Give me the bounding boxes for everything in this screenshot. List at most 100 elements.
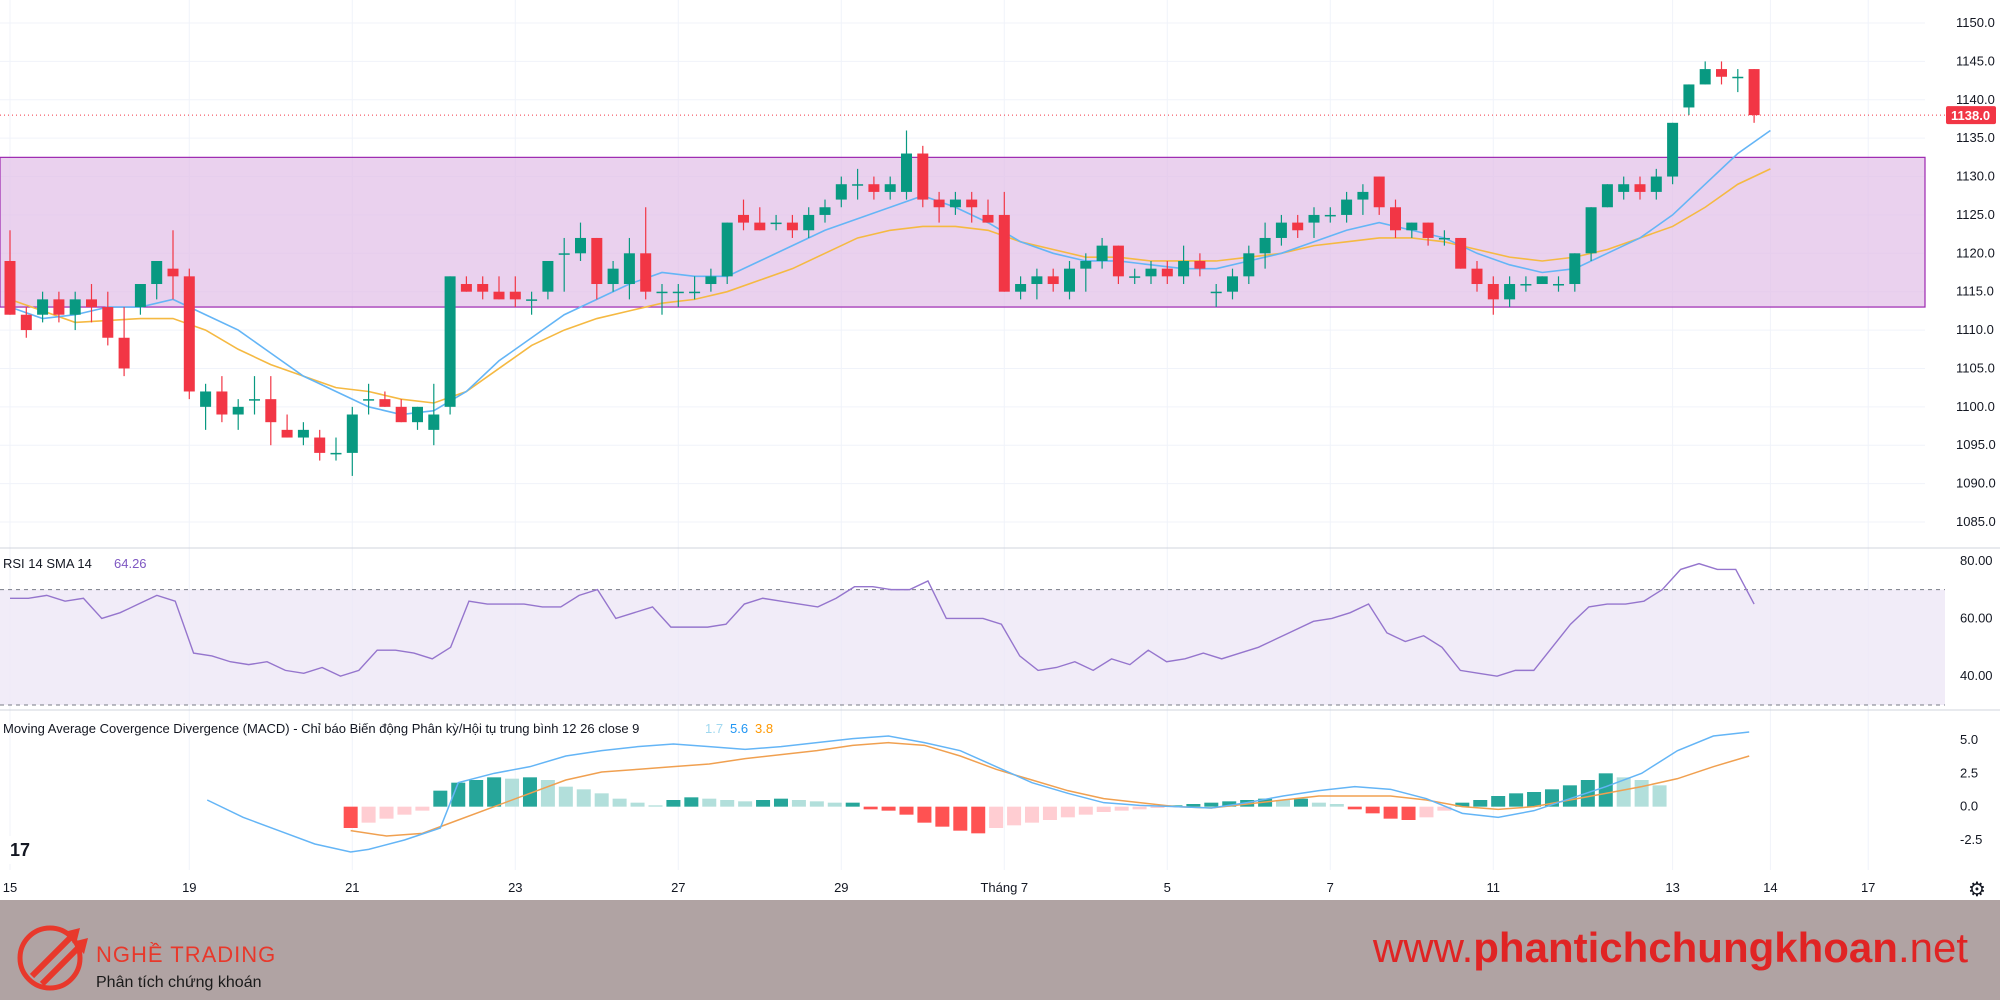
candle[interactable] — [1618, 176, 1630, 200]
candlesticks[interactable] — [4, 61, 1760, 476]
candle[interactable] — [297, 422, 309, 446]
candle[interactable] — [1194, 253, 1206, 277]
candle[interactable] — [1716, 61, 1727, 85]
candle[interactable] — [330, 437, 342, 461]
candle[interactable] — [1422, 222, 1434, 246]
candle[interactable] — [1487, 276, 1499, 315]
candle[interactable] — [868, 176, 880, 200]
candle[interactable] — [1145, 260, 1157, 285]
candle[interactable] — [949, 191, 961, 215]
candle[interactable] — [216, 376, 228, 423]
candle[interactable] — [884, 176, 896, 200]
candle[interactable] — [689, 276, 701, 300]
candle[interactable] — [20, 307, 32, 338]
candle[interactable] — [901, 130, 912, 200]
candle[interactable] — [1096, 237, 1108, 269]
candle[interactable] — [819, 199, 831, 223]
candle[interactable] — [167, 230, 179, 300]
candle[interactable] — [852, 168, 864, 200]
candle[interactable] — [1112, 245, 1124, 285]
candle[interactable] — [803, 207, 815, 238]
candle[interactable] — [1357, 184, 1369, 215]
candle[interactable] — [1634, 176, 1646, 200]
candle[interactable] — [933, 191, 945, 223]
candle[interactable] — [1536, 276, 1548, 285]
candle[interactable] — [558, 237, 570, 292]
candle[interactable] — [428, 383, 440, 446]
candle[interactable] — [1601, 184, 1613, 208]
candle[interactable] — [1292, 214, 1304, 238]
candle[interactable] — [379, 391, 391, 407]
candle[interactable] — [69, 291, 81, 331]
candle[interactable] — [1520, 276, 1532, 292]
candle[interactable] — [1585, 207, 1597, 261]
candle[interactable] — [1324, 207, 1336, 223]
tradingview-logo[interactable]: 17 — [6, 836, 34, 864]
candle[interactable] — [1210, 284, 1222, 308]
candle[interactable] — [232, 399, 244, 430]
candle[interactable] — [134, 284, 146, 315]
candle[interactable] — [1438, 230, 1450, 246]
candle[interactable] — [1683, 84, 1695, 116]
candle[interactable] — [1178, 245, 1190, 285]
candle[interactable] — [982, 199, 994, 223]
candle[interactable] — [1047, 268, 1059, 292]
candle[interactable] — [265, 376, 277, 446]
candle[interactable] — [412, 406, 423, 430]
candle[interactable] — [1064, 260, 1075, 300]
candle[interactable] — [118, 307, 130, 377]
website-link[interactable]: www.phantichchungkhoan.net — [1373, 924, 1968, 972]
candle[interactable] — [998, 191, 1010, 292]
candle[interactable] — [1504, 276, 1516, 308]
candle[interactable] — [640, 207, 652, 300]
candle[interactable] — [477, 276, 489, 300]
candle[interactable] — [917, 145, 929, 208]
macd-pane[interactable]: -2.5 0.0 2.5 5.0 Moving Average Covergence D… — [3, 721, 1982, 853]
candle[interactable] — [1455, 237, 1467, 269]
candle[interactable] — [86, 284, 97, 323]
candle[interactable] — [1650, 168, 1662, 200]
candle[interactable] — [200, 383, 212, 430]
candle[interactable] — [1667, 122, 1679, 185]
candle[interactable] — [526, 291, 538, 315]
candle[interactable] — [1569, 253, 1581, 292]
rsi-pane[interactable]: 40.00 60.00 80.00 RSI 14 SMA 14 64.26 — [0, 553, 1993, 706]
candle[interactable] — [1553, 276, 1564, 292]
candle[interactable] — [1161, 260, 1173, 285]
candle[interactable] — [575, 222, 586, 261]
candle[interactable] — [1471, 260, 1483, 292]
chart-canvas[interactable]: 1085.01090.01095.01100.01105.01110.01115… — [0, 0, 2000, 900]
candle[interactable] — [1243, 245, 1255, 285]
candle[interactable] — [1341, 191, 1353, 223]
candle[interactable] — [591, 237, 603, 300]
candle[interactable] — [656, 284, 668, 315]
candle[interactable] — [4, 230, 16, 315]
candle[interactable] — [1748, 69, 1760, 123]
candle[interactable] — [1015, 276, 1027, 300]
candle[interactable] — [1308, 207, 1320, 238]
candle[interactable] — [835, 176, 847, 208]
candle[interactable] — [1732, 69, 1744, 93]
candle[interactable] — [509, 276, 521, 308]
candle[interactable] — [1129, 268, 1141, 285]
candle[interactable] — [444, 276, 456, 415]
candle[interactable] — [1406, 222, 1418, 238]
candle[interactable] — [363, 383, 375, 415]
candle[interactable] — [738, 199, 749, 231]
candle[interactable] — [607, 260, 619, 292]
candle[interactable] — [1031, 268, 1043, 300]
candle[interactable] — [1390, 199, 1401, 238]
time-axis[interactable]: 15 19 21 23 27 29 Tháng 7 5 7 11 13 14 17 ⚙ — [3, 879, 1986, 900]
candle[interactable] — [1227, 268, 1238, 300]
candle[interactable] — [1699, 61, 1711, 85]
candle[interactable] — [705, 268, 717, 292]
candle[interactable] — [460, 276, 472, 292]
candle[interactable] — [395, 399, 407, 423]
candle[interactable] — [1373, 176, 1385, 215]
price-axis[interactable]: 1085.0 1090.0 1095.0 1100.0 1105.0 1110.0 1115… — [0, 15, 1996, 529]
candle[interactable] — [672, 284, 684, 308]
candle[interactable] — [281, 414, 293, 438]
candle[interactable] — [721, 222, 733, 285]
candle[interactable] — [1259, 222, 1271, 269]
candle[interactable] — [1080, 253, 1092, 292]
